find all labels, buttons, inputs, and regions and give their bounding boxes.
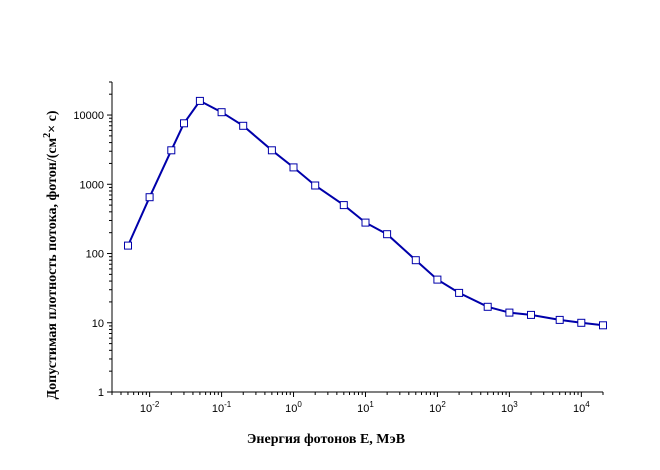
data-point-marker <box>289 163 298 172</box>
x-tick-label-exponent: -2 <box>152 400 160 409</box>
x-tick-label-base: 10 <box>573 403 585 415</box>
x-tick-label-exponent: 3 <box>513 400 518 409</box>
x-tick-label: 10-1 <box>212 400 232 415</box>
data-point-marker <box>527 310 535 319</box>
series-line <box>127 99 604 327</box>
x-tick-label: 102 <box>429 400 446 415</box>
x-tick-label-exponent: 0 <box>297 400 302 409</box>
y-axis-title: Допустимая плотность потока, фотон/(см2×… <box>42 110 60 399</box>
x-tick-label-base: 10 <box>429 403 441 415</box>
x-tick-label-base: 10 <box>140 403 152 415</box>
x-tick-label-base: 10 <box>212 403 224 415</box>
data-point-marker <box>555 315 564 324</box>
x-tick-label-exponent: 1 <box>369 400 374 409</box>
y-tick-label: 100 <box>86 249 104 261</box>
data-point-marker <box>239 121 248 130</box>
data-point-marker <box>577 318 586 327</box>
x-tick-label-exponent: -1 <box>224 400 232 409</box>
data-point-marker <box>483 302 492 311</box>
x-tick-label: 104 <box>573 400 590 415</box>
y-tick-label: 10 <box>92 318 104 330</box>
x-tick-label: 10-2 <box>140 400 160 415</box>
y-tick-label: 1 <box>98 387 104 399</box>
data-point-marker <box>124 241 132 250</box>
x-tick-label-exponent: 4 <box>585 400 590 409</box>
data-point-marker <box>455 288 464 297</box>
data-point-marker <box>339 201 348 210</box>
y-tick-label: 1000 <box>80 179 104 191</box>
x-tick-label-exponent: 2 <box>441 400 446 409</box>
data-point-marker <box>180 119 188 128</box>
y-tick-label: 10000 <box>73 110 104 122</box>
data-point-marker <box>311 181 320 190</box>
series-group <box>124 96 607 330</box>
data-point-marker <box>505 308 514 317</box>
x-tick-label: 103 <box>501 400 518 415</box>
data-point-marker <box>599 321 607 330</box>
x-tick-label-base: 10 <box>501 403 513 415</box>
data-point-marker <box>167 146 176 155</box>
x-tick-label: 100 <box>285 400 302 415</box>
x-axis-title: Энергия фотонов E, МэВ <box>247 432 405 447</box>
data-point-marker <box>361 218 370 227</box>
x-tick-label-base: 10 <box>357 403 369 415</box>
data-point-marker <box>383 230 392 239</box>
data-point-marker <box>145 193 154 202</box>
y-axis-title-superscript: 2 <box>42 133 53 138</box>
data-point-marker <box>433 275 442 284</box>
data-point-marker <box>411 256 420 265</box>
y-axis-title-main: Допустимая плотность потока, фотон/(см <box>45 137 60 399</box>
data-point-marker <box>217 108 226 117</box>
data-point-marker <box>195 96 204 105</box>
data-point-marker <box>267 146 276 155</box>
y-axis-title-tail: × с) <box>45 110 60 133</box>
x-tick-label: 101 <box>357 400 374 415</box>
x-tick-label-base: 10 <box>285 403 297 415</box>
